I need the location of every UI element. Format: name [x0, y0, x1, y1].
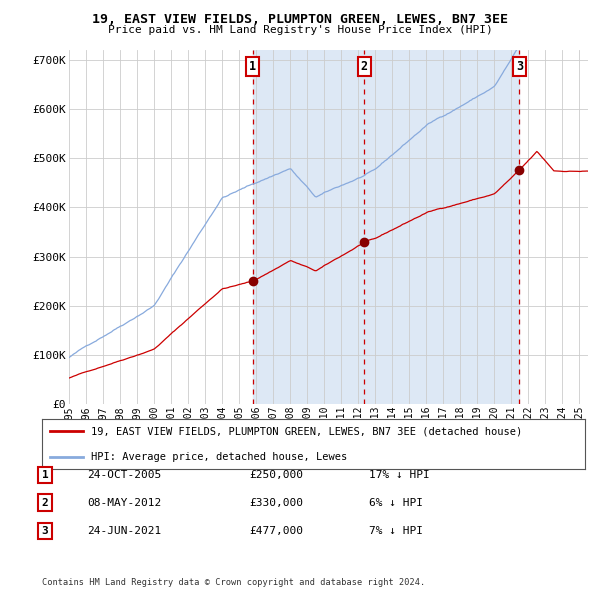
Text: 3: 3 [516, 60, 523, 73]
Text: 1: 1 [41, 470, 49, 480]
Text: 1: 1 [250, 60, 256, 73]
Text: 2: 2 [41, 498, 49, 507]
Text: 19, EAST VIEW FIELDS, PLUMPTON GREEN, LEWES, BN7 3EE (detached house): 19, EAST VIEW FIELDS, PLUMPTON GREEN, LE… [91, 427, 522, 437]
Text: £477,000: £477,000 [249, 526, 303, 536]
Bar [253, 50, 520, 404]
Text: HPI: Average price, detached house, Lewes: HPI: Average price, detached house, Lewe… [91, 451, 347, 461]
Text: Contains HM Land Registry data © Crown copyright and database right 2024.: Contains HM Land Registry data © Crown c… [42, 578, 425, 587]
Text: 24-OCT-2005: 24-OCT-2005 [87, 470, 161, 480]
Text: 2: 2 [361, 60, 368, 73]
Text: 7% ↓ HPI: 7% ↓ HPI [369, 526, 423, 536]
Text: Price paid vs. HM Land Registry's House Price Index (HPI): Price paid vs. HM Land Registry's House … [107, 25, 493, 35]
Text: 19, EAST VIEW FIELDS, PLUMPTON GREEN, LEWES, BN7 3EE: 19, EAST VIEW FIELDS, PLUMPTON GREEN, LE… [92, 13, 508, 26]
Text: £330,000: £330,000 [249, 498, 303, 507]
Text: 08-MAY-2012: 08-MAY-2012 [87, 498, 161, 507]
Text: £250,000: £250,000 [249, 470, 303, 480]
Text: 6% ↓ HPI: 6% ↓ HPI [369, 498, 423, 507]
Text: 17% ↓ HPI: 17% ↓ HPI [369, 470, 430, 480]
Text: 3: 3 [41, 526, 49, 536]
Text: 24-JUN-2021: 24-JUN-2021 [87, 526, 161, 536]
